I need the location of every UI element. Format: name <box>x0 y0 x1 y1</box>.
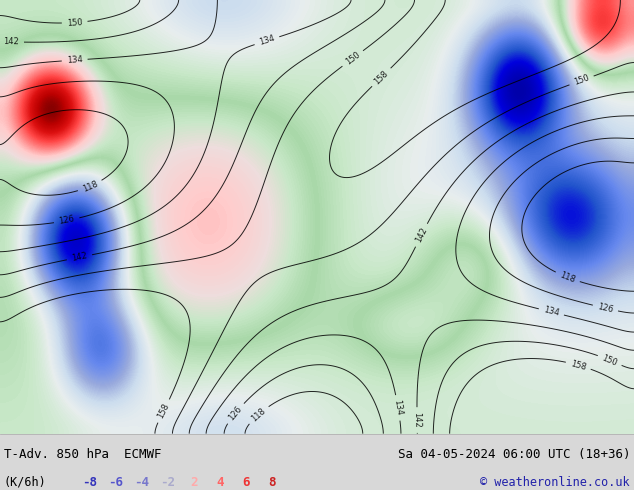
Text: 158: 158 <box>569 359 587 372</box>
Text: 6: 6 <box>242 476 250 489</box>
Text: 158: 158 <box>156 402 171 420</box>
Text: 8: 8 <box>268 476 276 489</box>
Text: 118: 118 <box>559 270 577 284</box>
Text: 4: 4 <box>216 476 224 489</box>
Text: Sa 04-05-2024 06:00 UTC (18+36): Sa 04-05-2024 06:00 UTC (18+36) <box>398 448 630 461</box>
Text: 150: 150 <box>344 50 362 67</box>
Text: 126: 126 <box>597 302 614 315</box>
Text: -8: -8 <box>82 476 98 489</box>
Text: -2: -2 <box>160 476 176 489</box>
Text: -6: -6 <box>108 476 124 489</box>
Text: 126: 126 <box>227 404 244 422</box>
Text: 126: 126 <box>58 215 75 226</box>
Text: -4: -4 <box>134 476 150 489</box>
Text: 142: 142 <box>413 412 422 428</box>
Text: 118: 118 <box>250 406 268 423</box>
Text: 142: 142 <box>414 226 429 244</box>
Text: 150: 150 <box>573 74 590 87</box>
Text: © weatheronline.co.uk: © weatheronline.co.uk <box>481 476 630 489</box>
Text: 158: 158 <box>373 69 390 86</box>
Text: 134: 134 <box>67 55 83 65</box>
Text: (K/6h): (K/6h) <box>4 476 47 489</box>
Text: 142: 142 <box>3 37 19 47</box>
Text: 118: 118 <box>81 179 99 194</box>
Text: T-Adv. 850 hPa  ECMWF: T-Adv. 850 hPa ECMWF <box>4 448 162 461</box>
Text: 142: 142 <box>71 251 88 263</box>
Text: 2: 2 <box>190 476 198 489</box>
Text: 134: 134 <box>392 399 404 416</box>
Text: 150: 150 <box>601 353 619 368</box>
Text: 134: 134 <box>258 34 276 48</box>
Text: 134: 134 <box>543 306 560 318</box>
Text: 150: 150 <box>67 18 83 27</box>
